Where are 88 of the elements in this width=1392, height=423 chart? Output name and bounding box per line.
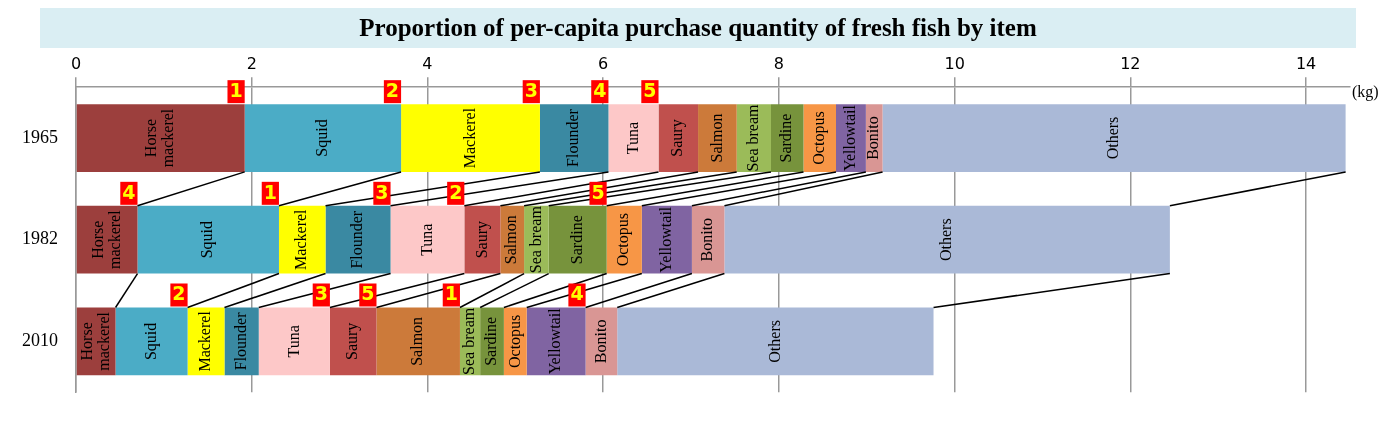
annotation: 1	[263, 180, 277, 203]
text: Mackerel	[196, 311, 214, 372]
series-label: Salmon	[502, 215, 520, 265]
text: Salmon	[408, 316, 426, 366]
annotation: 4	[122, 180, 136, 203]
annotation: 1	[444, 282, 458, 305]
x-tick-label: 2	[246, 53, 257, 73]
annotation: 2	[385, 79, 400, 102]
text: Yellowtail	[546, 308, 564, 375]
x-axis-title: (kg)	[1352, 83, 1379, 102]
text: Horse mackerel	[142, 108, 177, 168]
text: Bonito	[591, 319, 609, 364]
x-tick-label: 14	[1295, 53, 1317, 73]
series-label: Bonito	[864, 116, 882, 160]
text: Saury	[668, 119, 686, 157]
text: Tuna	[417, 223, 435, 256]
bar	[539, 104, 609, 172]
text: Bonito	[698, 217, 716, 262]
bar	[376, 307, 460, 376]
annotation: 5	[591, 180, 605, 203]
text: Flounder	[231, 312, 249, 371]
series-label: Others	[937, 218, 955, 262]
annotation: 4	[570, 282, 584, 305]
bar	[278, 205, 326, 274]
text: Others	[1104, 116, 1122, 160]
y-tick-label: 2010	[22, 330, 58, 351]
bar	[390, 205, 465, 274]
text: Octopus	[809, 111, 827, 165]
y-tick-label: 1982	[22, 228, 58, 249]
text: Sardine	[777, 113, 795, 163]
text: Others	[765, 320, 783, 363]
bar	[526, 307, 586, 376]
bar	[548, 205, 607, 274]
bar	[244, 104, 402, 172]
text: Tuna	[284, 325, 302, 358]
bar	[698, 104, 737, 172]
series-label: Flounder	[348, 210, 366, 269]
annotation: 3	[524, 79, 538, 102]
x-tick-label: 12	[1120, 53, 1141, 73]
bar	[329, 307, 377, 376]
bar	[115, 307, 188, 376]
x-tick-label: 4	[422, 53, 433, 73]
text: Mackerel	[292, 209, 310, 270]
series-label: Horse mackerel	[77, 311, 112, 371]
series-label: Sea bream	[460, 307, 478, 375]
x-tick-label: 0	[70, 53, 82, 73]
annotation: 5	[643, 79, 657, 102]
annotation: 5	[361, 282, 375, 305]
annotation: 1	[229, 79, 243, 102]
x-tick-label: 8	[773, 53, 784, 73]
annotation: 2	[449, 180, 463, 203]
text: Salmon	[707, 113, 725, 163]
bar	[608, 104, 659, 172]
series-label: Octopus	[505, 314, 524, 369]
series-label: Squid	[313, 119, 332, 157]
text: Squid	[198, 221, 216, 259]
text: Sea bream	[526, 206, 544, 274]
bar	[137, 205, 279, 274]
bar	[325, 205, 391, 274]
text: Yellowtail	[841, 105, 859, 171]
chart-title: Proportion of per-capita purchase quantity of fresh fish by item	[40, 8, 1356, 48]
y-tick-label: 1965	[22, 126, 58, 147]
series-label: Saury	[472, 221, 491, 259]
text: Sardine	[567, 215, 585, 265]
bar	[658, 104, 699, 172]
text: Octopus	[614, 213, 632, 267]
bar	[464, 205, 501, 274]
bar	[258, 307, 330, 376]
text: Flounder	[564, 109, 582, 167]
annotation: 4	[593, 79, 607, 102]
series-label: Sardine	[482, 316, 500, 366]
x-tick-label: 10	[944, 53, 965, 73]
text: Horse mackerel	[88, 210, 123, 270]
text: Sea bream	[744, 104, 762, 172]
bar	[76, 104, 245, 172]
bar	[882, 104, 1346, 172]
series-label: Yellowtail	[657, 206, 675, 273]
bar	[401, 104, 540, 172]
bar	[724, 205, 1170, 274]
series-label: Tuna	[623, 121, 641, 155]
annotation: 2	[172, 282, 186, 305]
text: Saury	[343, 322, 361, 361]
annotation: 3	[375, 180, 389, 203]
text: Squid	[141, 322, 159, 361]
annotation: 3	[314, 282, 328, 305]
series-label: Mackerel	[460, 107, 478, 169]
x-tick-label: 6	[598, 53, 609, 73]
bar	[617, 307, 934, 376]
